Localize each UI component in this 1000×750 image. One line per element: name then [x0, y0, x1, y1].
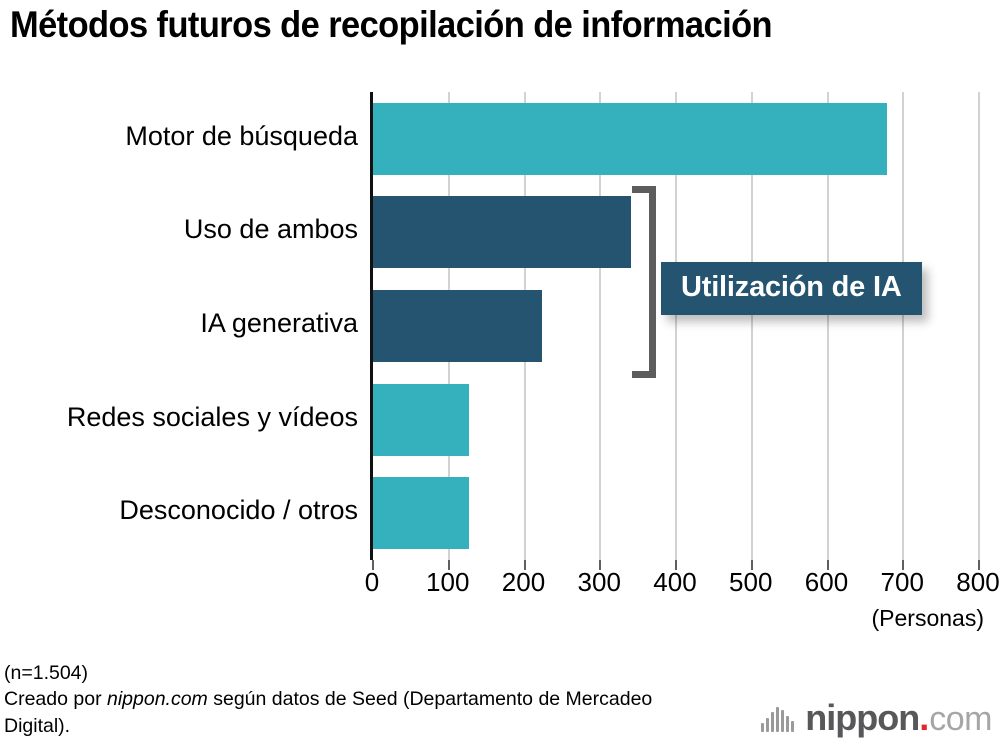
- gridline-600: [826, 92, 829, 560]
- footnotes: (n=1.504) Creado por nippon.com según da…: [4, 660, 704, 739]
- gridline-700: [902, 92, 905, 560]
- x-tick-label: 300: [577, 567, 621, 597]
- x-tick-label: 0: [364, 567, 380, 597]
- bar: [372, 196, 632, 269]
- x-tick-mark: [750, 560, 753, 570]
- x-tick-label: 600: [804, 567, 849, 597]
- page-title: Métodos futuros de recopilación de infor…: [10, 4, 773, 45]
- x-tick-mark: [599, 560, 602, 570]
- logo-tld: com: [929, 700, 992, 738]
- gridline-500: [750, 92, 753, 560]
- category-label: Uso de ambos: [183, 214, 358, 245]
- category-label: Motor de búsqueda: [125, 120, 358, 151]
- x-tick-label: 500: [729, 567, 773, 597]
- x-tick-label: 200: [501, 567, 546, 597]
- category-label: Redes sociales y vídeos: [66, 401, 358, 432]
- sample-size-note: (n=1.504): [4, 662, 89, 684]
- x-tick-label: 700: [880, 567, 924, 597]
- bar: [372, 102, 888, 175]
- ai-usage-bracket-icon: [632, 186, 656, 378]
- ai-usage-callout: Utilización de IA: [661, 262, 922, 315]
- bar: [372, 477, 469, 550]
- source-prefix: Creado por: [4, 688, 107, 711]
- x-tick-mark: [675, 560, 677, 570]
- x-tick-mark: [978, 560, 980, 570]
- category-label: Desconocido / otros: [119, 495, 358, 526]
- logo-wordmark: nippon: [805, 697, 920, 738]
- x-tick-label: 100: [426, 567, 470, 597]
- x-axis-unit-label: (Personas): [871, 605, 984, 631]
- waveform-icon: [761, 706, 796, 732]
- source-suffix: según datos de Seed (Departamento de Mer…: [4, 688, 653, 737]
- gridline-400: [675, 92, 677, 560]
- gridline-800: [978, 92, 980, 560]
- x-tick-label: 800: [956, 567, 1000, 597]
- x-tick-mark: [826, 560, 829, 570]
- x-tick-mark: [447, 560, 450, 570]
- x-tick-label: 400: [653, 567, 697, 597]
- y-axis-line: [370, 92, 373, 560]
- bar: [372, 383, 469, 456]
- x-tick-mark: [902, 560, 905, 570]
- source-publisher: nippon.com: [106, 688, 208, 711]
- plot-area: [372, 92, 980, 560]
- nippon-com-logo[interactable]: nippon. com: [761, 696, 992, 736]
- source-note: Creado por nippon.com según datos de See…: [4, 686, 704, 739]
- category-label: IA generativa: [200, 308, 358, 338]
- gridline-300: [599, 92, 602, 560]
- logo-dot: .: [919, 697, 930, 738]
- x-tick-mark: [372, 560, 374, 570]
- x-tick-mark: [523, 560, 526, 570]
- bar: [372, 290, 543, 362]
